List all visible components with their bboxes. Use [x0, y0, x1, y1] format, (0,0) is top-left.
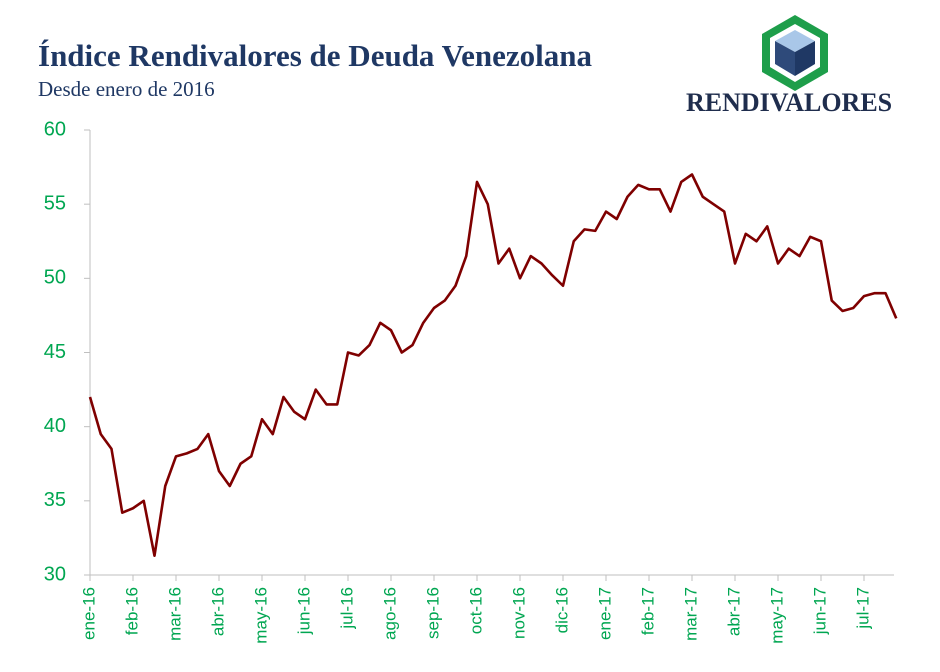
- chart-subtitle: Desde enero de 2016: [38, 77, 215, 101]
- y-tick-label: 55: [44, 192, 66, 214]
- x-tick-label: jul-16: [337, 587, 356, 630]
- x-tick-label: abr-17: [724, 587, 743, 636]
- logo-icon: [762, 15, 828, 91]
- x-tick-label: ago-16: [380, 587, 399, 640]
- x-tick-label: oct-16: [466, 587, 485, 634]
- x-tick-label: feb-17: [638, 587, 657, 635]
- x-tick-label: feb-16: [122, 587, 141, 635]
- y-tick-label: 50: [44, 267, 66, 289]
- x-tick-label: mar-17: [681, 587, 700, 641]
- x-tick-label: jun-16: [294, 587, 313, 635]
- x-tick-label: jun-17: [810, 587, 829, 635]
- x-tick-label: nov-16: [509, 587, 528, 639]
- y-tick-label: 40: [44, 415, 66, 437]
- x-tick-label: ene-17: [595, 587, 614, 640]
- x-tick-label: may-17: [767, 587, 786, 644]
- y-tick-label: 45: [44, 341, 66, 363]
- x-tick-label: may-16: [251, 587, 270, 644]
- x-tick-label: mar-16: [165, 587, 184, 641]
- x-tick-label: jul-17: [853, 587, 872, 630]
- x-tick-label: dic-16: [552, 587, 571, 633]
- chart-title: Índice Rendivalores de Deuda Venezolana: [38, 38, 593, 73]
- x-tick-label: abr-16: [208, 587, 227, 636]
- y-tick-label: 35: [44, 489, 66, 511]
- y-tick-label: 60: [44, 118, 66, 140]
- logo-text: RENDIVALORES: [686, 88, 892, 117]
- x-tick-label: sep-16: [423, 587, 442, 639]
- data-line: [88, 173, 898, 558]
- x-tick-label: ene-16: [79, 587, 98, 640]
- y-tick-label: 30: [44, 563, 66, 585]
